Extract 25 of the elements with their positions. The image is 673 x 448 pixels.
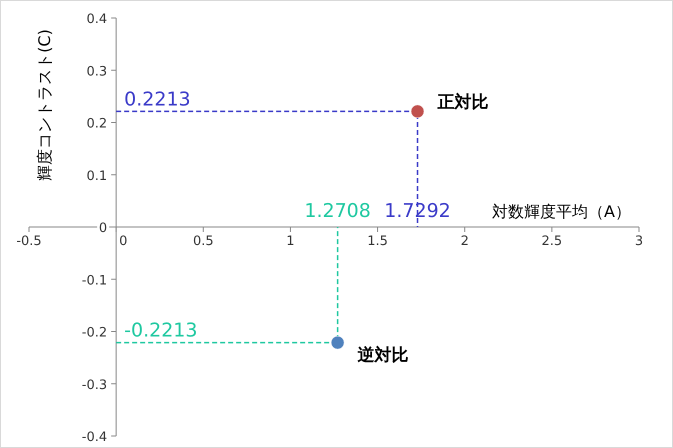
y-tick-label: -0.1 (82, 273, 108, 288)
y-tick-label: 0.2 (86, 116, 108, 132)
x-tick-label: -0.5 (16, 234, 42, 249)
x-tick-label: 2.5 (542, 234, 562, 249)
y-axis-title: 輝度コントラスト(C) (35, 29, 54, 181)
annotation: 1.2708 (304, 200, 371, 222)
x-tick-label: 1.5 (367, 234, 388, 249)
series-label: 逆対比 (356, 346, 409, 366)
y-tick-label: -0.2 (82, 326, 108, 340)
annotation: 0.2213 (124, 88, 191, 110)
y-tick-label: 0.4 (86, 12, 108, 27)
y-tick-label: 0 (98, 221, 108, 236)
y-tick-label: -0.3 (82, 378, 108, 393)
series-label: 正対比 (436, 92, 489, 112)
x-tick-label: 2 (460, 234, 469, 249)
x-tick-label: 0.5 (192, 234, 214, 249)
x-tick-label: 0 (119, 234, 128, 249)
x-axis-title: 対数輝度平均（A） (492, 202, 631, 221)
y-tick-label: 0.3 (86, 64, 108, 80)
annotation: 1.7292 (384, 200, 451, 222)
x-tick-label: 3 (634, 234, 644, 249)
y-tick-label: 0.1 (86, 168, 108, 184)
y-tick-label: -0.4 (82, 430, 108, 445)
x-tick-label: 1 (286, 234, 295, 249)
annotation: -0.2213 (124, 320, 198, 342)
